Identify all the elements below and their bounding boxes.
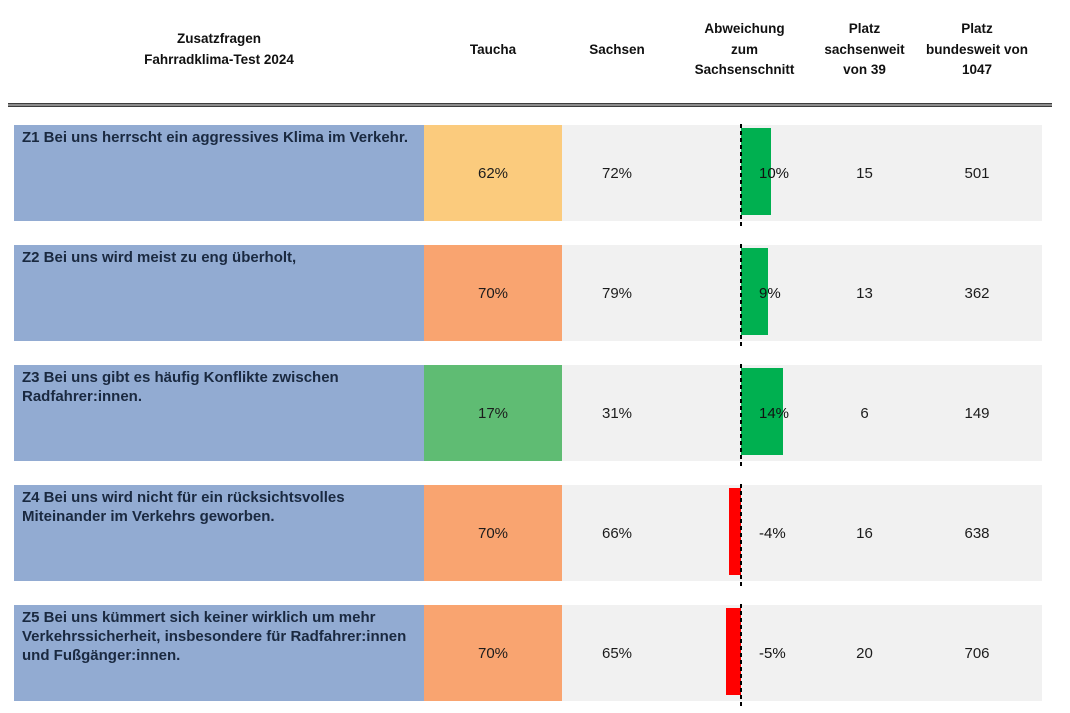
deviation-value: 9% xyxy=(759,284,781,302)
sachsen-cell: 31% xyxy=(601,404,633,422)
header-question: Zusatzfragen Fahrradklima-Test 2024 xyxy=(144,31,294,67)
table-header: Zusatzfragen Fahrradklima-Test 2024 Tauc… xyxy=(14,0,1042,100)
platz-bundesweit-cell: 706 xyxy=(964,644,990,662)
table-row: Z1 Bei uns herrscht ein aggressives Klim… xyxy=(14,124,1042,226)
sachsen-cell: 72% xyxy=(601,164,633,182)
table-row: Z4 Bei uns wird nicht für ein rücksichts… xyxy=(14,484,1042,586)
row-data-area: 65% -5% 20 706 xyxy=(562,604,1042,706)
platz-sachsenweit-cell: 13 xyxy=(856,284,873,302)
deviation-zero-axis xyxy=(740,244,742,346)
row-data-area: 72% 10% 15 501 xyxy=(562,124,1042,226)
taucha-cell: 70% xyxy=(424,245,562,341)
table-row: Z5 Bei uns kümmert sich keiner wirklich … xyxy=(14,604,1042,706)
deviation-value: 14% xyxy=(759,404,790,422)
platz-sachsenweit-cell: 16 xyxy=(856,524,873,542)
row-data-area: 66% -4% 16 638 xyxy=(562,484,1042,586)
row-data-area: 31% 14% 6 149 xyxy=(562,364,1042,466)
deviation-bar xyxy=(729,488,741,575)
deviation-value: 10% xyxy=(759,164,790,182)
deviation-cell: -4% xyxy=(672,484,817,586)
sachsen-cell: 66% xyxy=(601,524,633,542)
header-platz-bundesweit: Platz bundesweit von 1047 xyxy=(925,20,1028,78)
header-platz-sachsenweit: Platz sachsenweit von 39 xyxy=(824,20,905,78)
platz-bundesweit-cell: 362 xyxy=(964,284,990,302)
header-sachsen: Sachsen xyxy=(589,41,645,57)
header-divider-line xyxy=(8,103,1052,107)
deviation-cell: -5% xyxy=(672,604,817,706)
platz-sachsenweit-cell: 6 xyxy=(860,404,869,422)
taucha-cell: 70% xyxy=(424,605,562,701)
question-cell: Z3 Bei uns gibt es häufig Konflikte zwis… xyxy=(14,365,424,461)
sachsen-cell: 79% xyxy=(601,284,633,302)
platz-bundesweit-cell: 638 xyxy=(964,524,990,542)
deviation-cell: 14% xyxy=(672,364,817,466)
deviation-bar xyxy=(741,248,768,335)
table-body: Z1 Bei uns herrscht ein aggressives Klim… xyxy=(14,124,1042,706)
platz-bundesweit-cell: 501 xyxy=(964,164,990,182)
deviation-bar xyxy=(726,608,741,695)
header-taucha: Taucha xyxy=(469,41,517,57)
question-cell: Z5 Bei uns kümmert sich keiner wirklich … xyxy=(14,605,424,701)
taucha-cell: 17% xyxy=(424,365,562,461)
question-cell: Z2 Bei uns wird meist zu eng überholt, xyxy=(14,245,424,341)
deviation-cell: 10% xyxy=(672,124,817,226)
deviation-zero-axis xyxy=(740,604,742,706)
deviation-zero-axis xyxy=(740,124,742,226)
deviation-value: -5% xyxy=(759,644,786,662)
sachsen-cell: 65% xyxy=(601,644,633,662)
platz-sachsenweit-cell: 20 xyxy=(856,644,873,662)
deviation-bar xyxy=(741,368,783,455)
question-cell: Z4 Bei uns wird nicht für ein rücksichts… xyxy=(14,485,424,581)
platz-sachsenweit-cell: 15 xyxy=(856,164,873,182)
platz-bundesweit-cell: 149 xyxy=(964,404,990,422)
deviation-cell: 9% xyxy=(672,244,817,346)
deviation-zero-axis xyxy=(740,484,742,586)
deviation-bar xyxy=(741,128,771,215)
taucha-cell: 62% xyxy=(424,125,562,221)
table-row: Z2 Bei uns wird meist zu eng überholt, 7… xyxy=(14,244,1042,346)
header-deviation: Abweichung zum Sachsenschnitt xyxy=(694,20,795,78)
question-cell: Z1 Bei uns herrscht ein aggressives Klim… xyxy=(14,125,424,221)
row-data-area: 79% 9% 13 362 xyxy=(562,244,1042,346)
deviation-zero-axis xyxy=(740,364,742,466)
deviation-value: -4% xyxy=(759,524,786,542)
taucha-cell: 70% xyxy=(424,485,562,581)
table-row: Z3 Bei uns gibt es häufig Konflikte zwis… xyxy=(14,364,1042,466)
